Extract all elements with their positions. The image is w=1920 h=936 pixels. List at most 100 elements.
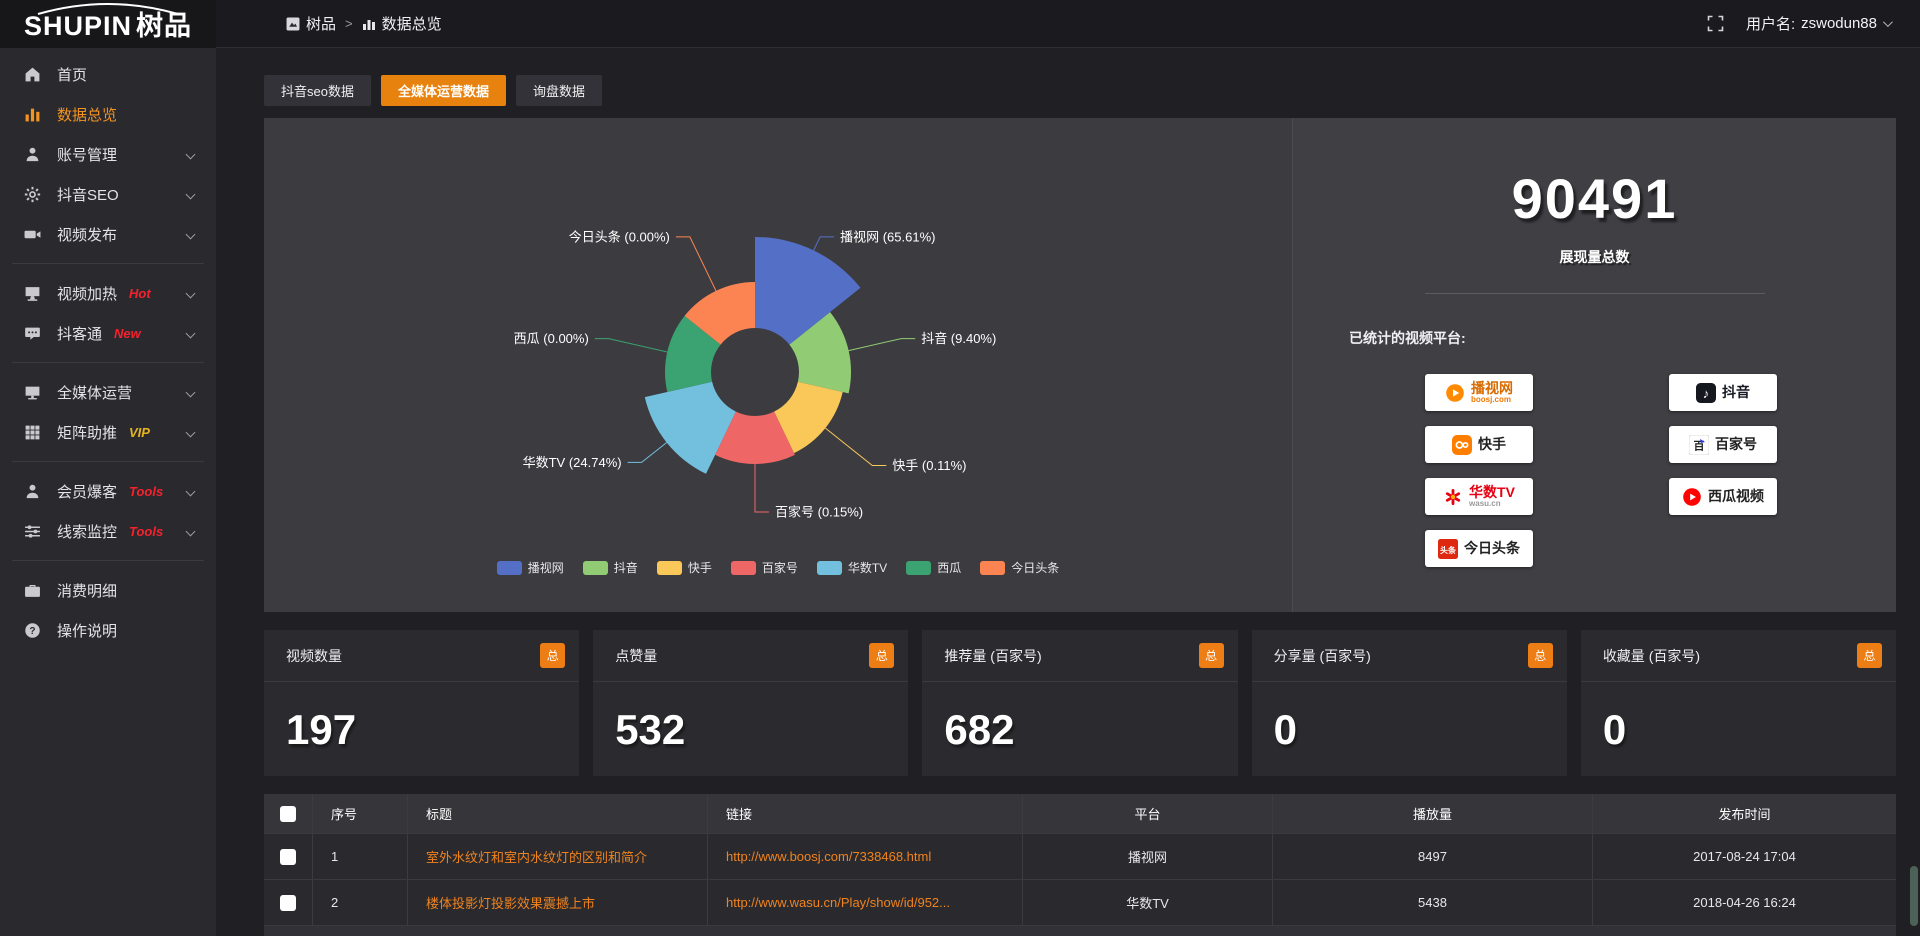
legend-chip	[656, 560, 682, 575]
legend-item[interactable]: 今日头条	[980, 559, 1059, 576]
tab-inquiry-data[interactable]: 询盘数据	[515, 75, 602, 106]
legend-item[interactable]: 播视网	[496, 559, 564, 576]
cell-title[interactable]: 室外水纹灯和室内水纹灯的区别和简介	[407, 834, 707, 879]
fullscreen-button[interactable]	[1707, 15, 1724, 32]
app-logo: SHUPIN 树品	[0, 0, 216, 48]
sidebar-item-video-publish[interactable]: 视频发布	[0, 214, 216, 254]
tab-omnimedia-data[interactable]: 全媒体运营数据	[380, 75, 506, 106]
page-scrollbar-thumb[interactable]	[1910, 866, 1918, 926]
grid-icon	[24, 423, 42, 441]
summary-region: 90491 展现量总数 已统计的视频平台: 播视网 boosj.com 快手	[1292, 118, 1896, 612]
platform-badge-kuaishou: 快手	[1425, 426, 1533, 463]
question-circle-icon: ?	[24, 621, 42, 639]
platforms-title: 已统计的视频平台:	[1349, 330, 1466, 346]
sidebar-item-account[interactable]: 账号管理	[0, 134, 216, 174]
card-shares: 分享量 (百家号) 总 0	[1251, 630, 1567, 776]
legend-chip	[730, 560, 756, 575]
svg-text:百家号 (0.15%): 百家号 (0.15%)	[775, 505, 863, 520]
breadcrumb-home[interactable]: 树品	[286, 13, 336, 34]
breadcrumb: 树品 > 数据总览	[286, 13, 442, 34]
chart-panel: 播视网 (65.61%) 抖音 (9.40%) 快手 (0.11%) 百家号 (0.1…	[264, 118, 1896, 612]
legend-item[interactable]: 百家号	[730, 559, 798, 576]
sidebar-item-help[interactable]: ? 操作说明	[0, 610, 216, 650]
row-checkbox[interactable]	[280, 848, 296, 865]
select-all-checkbox[interactable]	[280, 805, 296, 822]
legend-item[interactable]: 西瓜	[906, 559, 961, 576]
legend-chip	[906, 560, 932, 575]
chevron-down-icon	[185, 486, 196, 496]
tools-tag: Tools	[129, 523, 164, 539]
cell-link[interactable]: http://www.boosj.com/7338468.html	[707, 834, 1022, 879]
sidebar-item-doketong[interactable]: 抖客通 New	[0, 313, 216, 353]
pie-chart-region: 播视网 (65.61%) 抖音 (9.40%) 快手 (0.11%) 百家号 (0.1…	[264, 118, 1292, 612]
monitor-icon	[24, 383, 42, 401]
card-value: 0	[1602, 706, 1627, 753]
cell-link[interactable]: http://www.wasu.cn/Play/show/id/952...	[707, 880, 1022, 925]
breadcrumb-current[interactable]: 数据总览	[362, 13, 442, 34]
table-row: 1 室外水纹灯和室内水纹灯的区别和简介 http://www.boosj.com…	[264, 833, 1896, 879]
douyin-logo-icon: ♪	[1696, 382, 1716, 403]
total-badge: 总	[1857, 643, 1883, 668]
pie-slice-播视网	[755, 237, 861, 345]
data-tabs: 抖音seo数据 全媒体运营数据 询盘数据	[264, 75, 602, 106]
sidebar-item-spending-detail[interactable]: 消费明细	[0, 570, 216, 610]
card-title: 收藏量 (百家号)	[1602, 647, 1701, 664]
cell-time: 2017-08-24 17:04	[1592, 834, 1896, 879]
total-badge: 总	[540, 643, 566, 668]
pie-slice-百家号	[715, 411, 795, 465]
row-checkbox-cell	[264, 834, 312, 879]
sliders-icon	[24, 522, 42, 540]
svg-text:?: ?	[29, 625, 35, 636]
home-icon	[24, 65, 42, 83]
sidebar-item-douyin-seo[interactable]: 抖音SEO	[0, 174, 216, 214]
svg-text:快手 (0.11%): 快手 (0.11%)	[892, 458, 966, 473]
legend-item[interactable]: 华数TV	[816, 559, 887, 576]
sidebar-item-video-heat[interactable]: 视频加热 Hot	[0, 273, 216, 313]
sidebar-divider	[12, 461, 204, 462]
chat-icon	[24, 324, 42, 342]
col-header-title: 标题	[407, 794, 707, 833]
sidebar-item-omnimedia[interactable]: 全媒体运营	[0, 372, 216, 412]
pie-slice-今日头条	[684, 282, 755, 345]
col-header-time: 发布时间	[1592, 794, 1896, 833]
col-header-plays: 播放量	[1272, 794, 1592, 833]
summary-divider	[1424, 293, 1765, 294]
tools-tag: Tools	[129, 483, 164, 499]
platform-badges: 播视网 boosj.com 快手 华数TV wasu.cn 头条 今日头条	[1425, 374, 1896, 567]
legend-chip	[980, 560, 1006, 575]
chevron-down-icon	[185, 387, 196, 397]
platform-badge-boosj: 播视网 boosj.com	[1425, 374, 1533, 411]
sidebar-item-data-overview[interactable]: 数据总览	[0, 94, 216, 134]
card-value: 532	[615, 706, 686, 753]
platform-badge-toutiao: 头条 今日头条	[1425, 530, 1533, 567]
legend-item[interactable]: 快手	[656, 559, 712, 576]
cell-num: 2	[312, 880, 407, 925]
baijiahao-logo-icon: 百	[1689, 434, 1709, 455]
sidebar-item-matrix-boost[interactable]: 矩阵助推 VIP	[0, 412, 216, 452]
member-icon	[24, 482, 42, 500]
table-row: 2 楼体投影灯投影效果震撼上市 http://www.wasu.cn/Play/…	[264, 879, 1896, 925]
col-header-link: 链接	[707, 794, 1022, 833]
card-video-count: 视频数量 总 197	[264, 630, 580, 776]
sidebar-item-home[interactable]: 首页	[0, 54, 216, 94]
tab-douyin-seo-data[interactable]: 抖音seo数据	[264, 75, 371, 106]
row-checkbox[interactable]	[280, 894, 296, 911]
cell-title[interactable]: 楼体投影灯投影效果震撼上市	[407, 880, 707, 925]
svg-text:华数TV (24.74%): 华数TV (24.74%)	[523, 455, 622, 470]
legend-chip	[496, 560, 522, 575]
cell-platform: 华数TV	[1022, 880, 1272, 925]
user-menu[interactable]: 用户名: zswodun88	[1746, 13, 1893, 34]
card-value: 682	[944, 706, 1015, 753]
briefcase-icon	[24, 581, 42, 599]
sidebar-item-lead-monitor[interactable]: 线索监控 Tools	[0, 511, 216, 551]
chevron-down-icon	[185, 328, 196, 338]
cell-num: 1	[312, 834, 407, 879]
card-favorites: 收藏量 (百家号) 总 0	[1580, 630, 1897, 776]
user-icon	[24, 145, 42, 163]
sidebar-item-member-burst[interactable]: 会员爆客 Tools	[0, 471, 216, 511]
cell-time: 2018-04-26 16:24	[1592, 880, 1896, 925]
kuaishou-logo-icon	[1452, 434, 1472, 455]
legend-item[interactable]: 抖音	[582, 559, 638, 576]
topbar: SHUPIN 树品 树品 > 数据总览 用户名: zswodun88	[0, 0, 1920, 48]
pie-slice-西瓜	[665, 315, 721, 392]
